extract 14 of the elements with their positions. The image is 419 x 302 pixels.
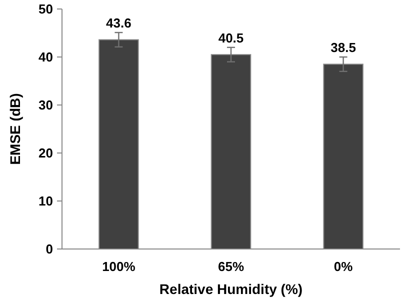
x-tick-label: 65% [218, 259, 244, 274]
x-tick-label: 100% [102, 259, 136, 274]
data-label: 43.6 [106, 16, 132, 31]
y-tick-label: 50 [38, 2, 53, 17]
x-tick-label: 0% [334, 259, 354, 274]
y-tick-label: 0 [46, 242, 53, 257]
data-label: 40.5 [218, 30, 244, 46]
y-tick-label: 20 [38, 146, 53, 161]
y-tick-label: 40 [38, 50, 53, 65]
y-axis-title: EMSE (dB) [7, 93, 23, 165]
x-axis-title: Relative Humidity (%) [159, 281, 303, 297]
y-tick-label: 30 [38, 98, 53, 113]
data-label: 38.5 [330, 40, 356, 55]
y-tick-label: 10 [38, 194, 53, 209]
